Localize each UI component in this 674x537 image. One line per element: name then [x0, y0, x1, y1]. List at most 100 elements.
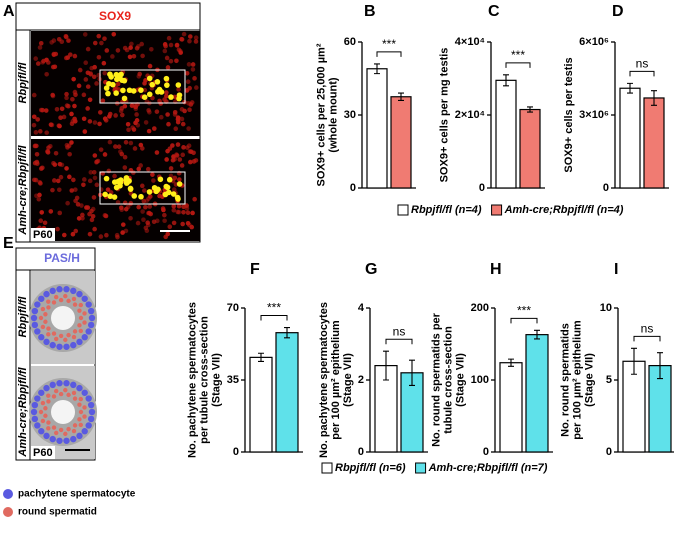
roi-cell — [176, 95, 182, 102]
error-bar — [374, 63, 380, 75]
cell-dot — [190, 62, 196, 67]
spermatid — [58, 297, 64, 303]
cell-dot — [125, 121, 131, 127]
roi-cell — [102, 191, 108, 198]
y-tick-label: 30 — [344, 109, 356, 121]
cell-dot — [170, 143, 175, 148]
cell-dot — [38, 218, 44, 224]
spermatocyte — [81, 389, 88, 396]
y-axis-label: (whole mount) — [328, 77, 340, 152]
cell-dot — [98, 147, 104, 152]
cell-dot — [66, 38, 71, 43]
cell-dot — [164, 157, 169, 162]
cell-dot — [40, 165, 45, 171]
key-label: round spermatid — [18, 507, 97, 518]
row-label: Rbpjfl/fl — [17, 296, 29, 338]
cell-dot — [81, 177, 87, 182]
y-tick-label: 100 — [471, 374, 489, 386]
cell-dot — [37, 45, 43, 50]
cell-dot — [181, 31, 187, 37]
spermatid — [77, 402, 82, 407]
panel-letter: B — [364, 3, 376, 20]
spermatid — [43, 312, 48, 317]
cell-dot — [55, 226, 60, 232]
significance-label: *** — [511, 48, 525, 62]
cell-dot — [139, 183, 145, 189]
y-axis-label: (Stage VII) — [455, 353, 467, 407]
spermatid — [78, 422, 83, 428]
cell-dot — [105, 187, 111, 192]
cell-dot — [189, 100, 195, 105]
legend-label: Rbpjfl/fl (n=6) — [335, 462, 406, 474]
spermatid — [46, 420, 51, 425]
cell-dot — [110, 54, 115, 59]
key-label: pachytene spermatocyte — [18, 489, 136, 500]
spermatid — [40, 306, 46, 312]
bar — [622, 360, 646, 453]
cell-dot — [92, 175, 98, 181]
spermatocyte — [49, 381, 56, 389]
roi-cell — [103, 85, 110, 91]
y-axis-label: No. pachytene spermatocytes — [318, 302, 330, 458]
cell-dot — [113, 113, 118, 118]
cell-dot — [132, 103, 138, 108]
cell-dot — [131, 53, 137, 59]
cell-dot — [176, 47, 182, 53]
cell-dot — [161, 207, 166, 213]
cell-dot — [84, 205, 89, 210]
roi-cell — [138, 193, 144, 200]
roi-cell — [117, 179, 124, 186]
spermatid — [43, 406, 48, 411]
spermatocyte — [85, 328, 92, 335]
roi-cell — [146, 91, 153, 98]
cell-dot — [87, 211, 92, 217]
cell-dot — [176, 209, 182, 215]
cell-dot — [39, 210, 45, 215]
spermatid — [66, 392, 71, 398]
cell-dot — [175, 115, 181, 120]
error-bar — [398, 92, 404, 101]
cell-dot — [182, 108, 187, 114]
roi-cell — [175, 82, 182, 88]
spermatocyte — [43, 338, 50, 346]
y-tick-label: 4 — [358, 302, 365, 314]
cell-dot — [193, 39, 199, 44]
spermatid — [51, 394, 57, 399]
cell-dot — [172, 175, 178, 181]
y-tick-label: 0 — [350, 182, 356, 194]
spermatocyte — [85, 301, 92, 308]
spermatid — [78, 396, 83, 402]
cell-dot — [98, 234, 104, 239]
cell-dot — [174, 58, 179, 64]
cell-dot — [119, 151, 125, 157]
cell-dot — [48, 143, 53, 149]
spermatid — [58, 391, 64, 397]
spermatocyte — [63, 343, 70, 350]
cell-layer — [29, 284, 97, 446]
cell-dot — [34, 193, 39, 199]
cell-dot — [162, 42, 168, 47]
cell-dot — [137, 71, 143, 77]
cell-dot — [164, 55, 170, 61]
bar — [249, 356, 273, 453]
cell-dot — [72, 103, 77, 109]
spermatocyte — [34, 395, 41, 402]
cell-dot — [33, 56, 39, 61]
y-axis-label: per tubule cross-section — [199, 316, 211, 444]
spermatocyte — [87, 401, 95, 409]
cell-dot — [124, 47, 130, 53]
cell-dot — [64, 91, 69, 97]
cell-dot — [141, 217, 146, 222]
cell-dot — [76, 83, 82, 89]
spermatocyte — [38, 389, 45, 396]
spermatid — [51, 300, 57, 305]
y-axis-label: per 100 µm² epithelium — [572, 320, 584, 440]
spermatocyte — [56, 286, 63, 293]
error-bar — [657, 352, 663, 380]
spermatid — [66, 298, 71, 304]
roi-cell — [170, 191, 177, 197]
cell-dot — [64, 95, 69, 101]
cell-dot — [127, 54, 133, 60]
cell-dot — [67, 174, 72, 180]
cell-dot — [91, 169, 97, 175]
